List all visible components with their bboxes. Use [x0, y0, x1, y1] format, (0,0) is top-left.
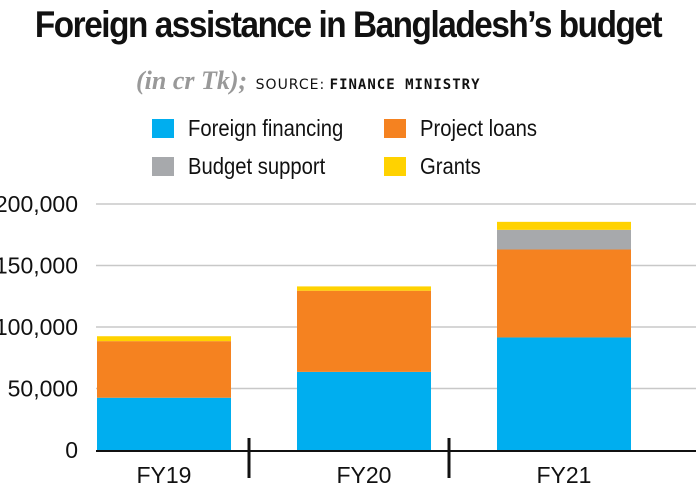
x-tick-label-fy20: FY20 [337, 462, 392, 488]
unit-label: (in cr Tk); [136, 66, 248, 95]
bar-fy21-project-loans [497, 249, 631, 338]
y-tick-label-150000: 150,000 [0, 253, 78, 279]
bar-fy20-project-loans [297, 290, 431, 372]
bar-fy21-grants [497, 221, 631, 230]
legend-swatch-foreign-financing [152, 118, 174, 138]
legend-swatch-budget-support [152, 156, 174, 176]
y-tick-label-200000: 200,000 [0, 191, 78, 217]
bar-fy19-project-loans [97, 341, 231, 398]
y-tick-label-50000: 50,000 [8, 376, 78, 402]
chart-subtitle: (in cr Tk); SOURCE: FINANCE MINISTRY [136, 66, 481, 96]
bar-fy20-foreign-financing [297, 371, 431, 450]
legend-item-grants: Grants [384, 152, 572, 180]
source-name: FINANCE MINISTRY [329, 77, 481, 93]
legend-label-project-loans: Project loans [420, 114, 538, 141]
bar-fy19-foreign-financing [97, 397, 231, 450]
x-tick-label-fy19: FY19 [137, 462, 192, 488]
legend-item-budget-support: Budget support [152, 152, 384, 180]
legend-item-foreign-financing: Foreign financing [152, 114, 384, 142]
legend-label-grants: Grants [420, 152, 481, 179]
source-label: SOURCE: [255, 77, 326, 93]
chart-legend: Foreign financing Project loans Budget s… [152, 114, 572, 180]
y-tick-label-0: 0 [65, 437, 78, 463]
y-tick-label-100000: 100,000 [0, 314, 78, 340]
x-tick-label-fy21: FY21 [537, 462, 592, 488]
chart-title: Foreign assistance in Bangladesh’s budge… [34, 4, 663, 45]
legend-swatch-grants [384, 156, 406, 176]
legend-label-budget-support: Budget support [188, 152, 326, 179]
bar-fy21-budget-support [497, 229, 631, 250]
bar-fy19-grants [97, 336, 231, 342]
legend-item-project-loans: Project loans [384, 114, 572, 142]
legend-swatch-project-loans [384, 118, 406, 138]
bar-fy21-foreign-financing [497, 337, 631, 450]
legend-label-foreign-financing: Foreign financing [188, 114, 344, 141]
bar-fy20-grants [297, 286, 431, 291]
